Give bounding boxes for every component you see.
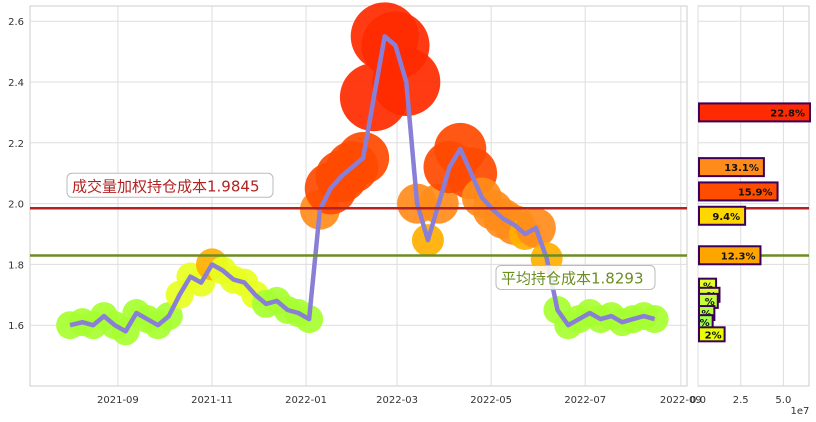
- price-halo: [640, 305, 669, 334]
- distribution-bar-label: %: [705, 297, 715, 308]
- distribution-bar-label: %: [700, 318, 710, 329]
- y-tick-label: 2.2: [8, 139, 24, 150]
- y-tick-label: 2.0: [8, 200, 24, 211]
- reference-label: 平均持仓成本1.8293: [501, 269, 644, 287]
- y-tick-label: 1.6: [8, 321, 24, 332]
- reference-label-box: [66, 172, 274, 198]
- distribution-bar: [698, 181, 779, 202]
- y-tick-label: 2.4: [8, 78, 24, 89]
- distribution-bar: [698, 326, 726, 343]
- side-x-tick-label: 0.0: [690, 395, 706, 406]
- x-tick-label: 2021-11: [191, 395, 233, 406]
- x-tick-label: 2022-05: [470, 395, 512, 406]
- x-tick-label: 2022-07: [564, 395, 606, 406]
- price-line: [69, 34, 656, 334]
- y-tick-label: 1.8: [8, 260, 24, 271]
- x-tick-label: 2021-09: [97, 395, 139, 406]
- x-tick-label: 2022-01: [285, 395, 327, 406]
- x-tick-label: 2022-09: [660, 395, 702, 406]
- side-x-tick-label: 5.0: [775, 395, 791, 406]
- distribution-bar: [698, 245, 762, 266]
- reference-label: 成交量加权持仓成本1.9845: [72, 177, 260, 195]
- x-tick-label: 2022-03: [376, 395, 418, 406]
- distribution-bar: [698, 205, 747, 226]
- distribution-bar-label: 15.9%: [738, 187, 773, 198]
- distribution-bar-label: 2%: [705, 330, 722, 341]
- distribution-bar-label: 22.8%: [770, 108, 805, 119]
- reference-label-box: [495, 264, 656, 290]
- distribution-bar: [698, 102, 811, 123]
- distribution-bar-label: 9.4%: [712, 212, 740, 223]
- side-x-tick-label: 2.5: [733, 395, 749, 406]
- side-x-scale-label: 1e7: [791, 406, 810, 417]
- distribution-bar: [698, 157, 765, 178]
- y-tick-label: 2.6: [8, 17, 24, 28]
- distribution-bar-label: 12.3%: [721, 251, 756, 262]
- distribution-bar-label: 13.1%: [724, 163, 759, 174]
